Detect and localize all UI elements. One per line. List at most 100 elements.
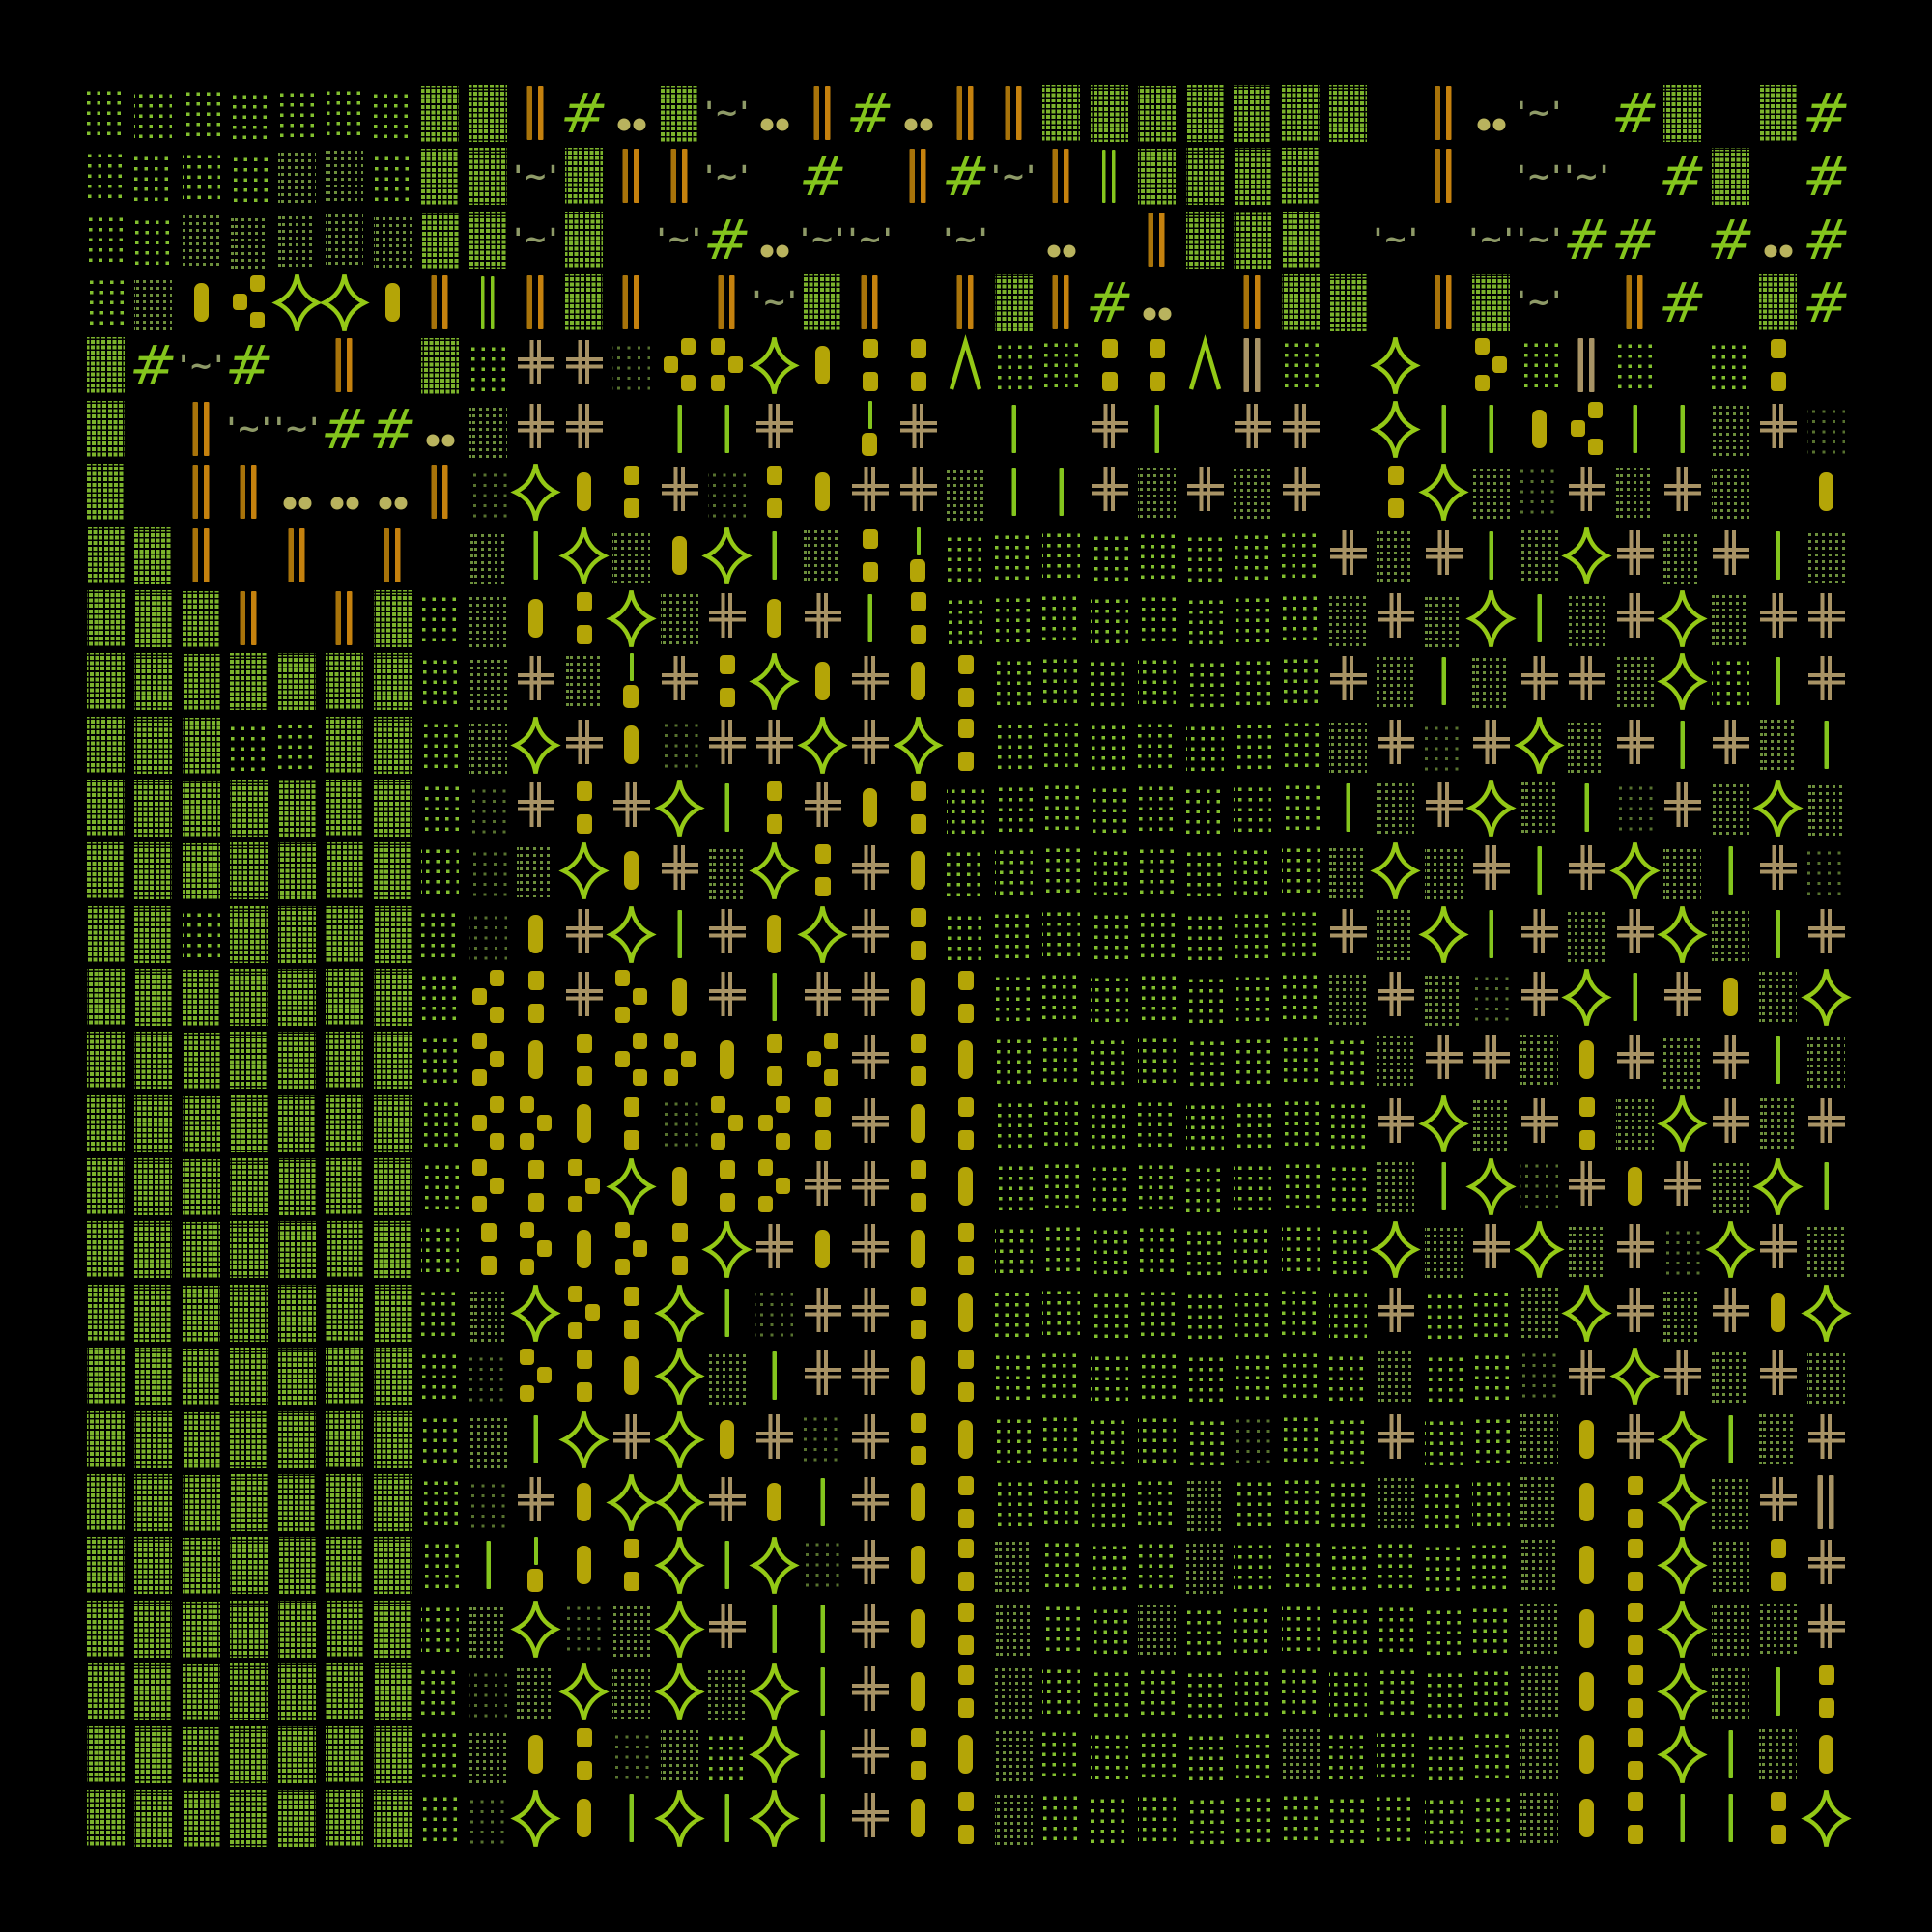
glyph-stipple-medium — [1563, 1218, 1610, 1281]
stipple-block — [1042, 1032, 1081, 1090]
stipple-block — [1328, 1537, 1367, 1595]
glyph-stipple-sparse-bright — [990, 334, 1037, 397]
hash-glyph: # — [1702, 208, 1758, 272]
glyph-stipple-sparse-bright — [1181, 1029, 1229, 1092]
glyph-stipple-sparse-bright — [1420, 1282, 1467, 1345]
stipple-block — [326, 1410, 364, 1468]
glyph-yellow-pill — [608, 714, 655, 777]
stipple-block — [182, 1537, 220, 1595]
stipple-block — [230, 1221, 269, 1279]
glyph-stipple-sparse-bright — [1324, 1155, 1372, 1218]
stipple-block — [134, 148, 173, 206]
glyph-stipple-sparse-bright — [1086, 1029, 1133, 1092]
glyph-stipple-dense — [82, 525, 129, 587]
stipple-block — [1472, 1537, 1511, 1595]
glyph-stipple-sparse-bright — [416, 1029, 464, 1092]
glyph-stipple-dense — [369, 1408, 416, 1471]
stipple-block — [1424, 1726, 1463, 1784]
glyph-stipple-dense — [321, 1598, 368, 1661]
glyph-stipple-medium — [1516, 1661, 1563, 1723]
stipple-block — [1090, 1284, 1128, 1342]
glyph-double-cross-tan — [1659, 777, 1706, 839]
stipple-block — [1234, 1473, 1272, 1531]
stipple-block — [421, 1600, 460, 1658]
glyph-stipple-sparse-bright — [1467, 1598, 1515, 1661]
glyph-bar-green — [703, 1787, 751, 1850]
stipple-block — [277, 1094, 316, 1152]
glyph-double-cross-tan — [1707, 525, 1754, 587]
stipple-block — [469, 589, 507, 647]
stipple-block — [1090, 1094, 1128, 1152]
glyph-stipple-sparse-bright — [416, 1723, 464, 1786]
glyph-double-cross-tan — [1372, 1093, 1419, 1155]
glyph-stipple-medium — [1803, 1029, 1850, 1092]
glyph-yellow-pill — [942, 1723, 989, 1786]
glyph-stipple-sparse-bright — [178, 903, 225, 966]
stipple-block — [230, 1537, 269, 1595]
tilde-glyph: '~' — [1517, 222, 1562, 257]
glyph-stipple-sparse-bright — [1229, 1218, 1276, 1281]
glyph-double-cross-tan — [846, 966, 894, 1029]
glyph-stipple-sparse-bright — [1277, 714, 1324, 777]
stipple-block — [1090, 526, 1128, 584]
stipple-block — [1138, 1221, 1177, 1279]
glyph-stipple-sparse-bright — [1133, 1093, 1180, 1155]
stipple-block — [1138, 464, 1177, 522]
glyph-stipple-sparse-bright — [1277, 839, 1324, 902]
glyph-stipple-sparse-bright — [1037, 1661, 1085, 1723]
stipple-block — [1663, 1221, 1702, 1279]
stipple-block — [1185, 1094, 1224, 1152]
glyph-sparkle — [749, 1534, 801, 1597]
stipple-block — [1281, 85, 1320, 142]
glyph-sparkle — [749, 839, 801, 902]
glyph-stipple-medium — [799, 525, 846, 587]
glyph-stipple-dense — [225, 966, 272, 1029]
glyph-stipple-sparse-bright — [1133, 903, 1180, 966]
glyph-stipple-dense — [465, 209, 512, 271]
stipple-block — [373, 1473, 412, 1531]
glyph-stipple-dense — [273, 1345, 321, 1407]
glyph-stipple-sparse-bright — [1229, 1787, 1276, 1850]
glyph-double-cross-tan — [1803, 587, 1850, 650]
glyph-stipple-dense — [273, 1723, 321, 1786]
glyph-bar-green — [990, 461, 1037, 524]
glyph-sparkle — [606, 1471, 657, 1534]
stipple-block — [1042, 1537, 1081, 1595]
glyph-double-cross-tan — [1467, 1029, 1515, 1092]
glyph-yellow-pill — [895, 1218, 942, 1281]
glyph-yellow-squares — [895, 777, 942, 839]
glyph-double-bar-orange — [1037, 145, 1085, 208]
glyph-stipple-sparse-bright — [82, 82, 129, 145]
stipple-block — [182, 85, 220, 142]
glyph-stipple-medium — [1611, 1093, 1659, 1155]
glyph-yellow-checker — [512, 1345, 559, 1407]
glyph-yellow-checker — [656, 334, 703, 397]
glyph-stipple-dense — [369, 1029, 416, 1092]
stipple-block — [230, 779, 269, 837]
stipple-block — [373, 842, 412, 900]
glyph-stipple-sparse-bright — [129, 145, 177, 208]
glyph-bar-green — [1516, 587, 1563, 650]
stipple-block — [1281, 211, 1320, 269]
glyph-stipple-medium — [1420, 1218, 1467, 1281]
glyph-yellow-checker — [608, 1218, 655, 1281]
glyph-stipple-dense — [273, 1093, 321, 1155]
glyph-stipple-sparse-bright — [369, 145, 416, 208]
glyph-stipple-dense — [129, 714, 177, 777]
stipple-block — [373, 653, 412, 711]
glyph-stipple-sparse-dim — [465, 1661, 512, 1723]
glyph-stipple-medium — [1372, 525, 1419, 587]
glyph-stipple-dense — [1707, 145, 1754, 208]
glyph-stipple-medium — [1516, 1471, 1563, 1534]
glyph-yellow-squares — [895, 1408, 942, 1471]
glyph-stipple-sparse-bright — [1133, 1723, 1180, 1786]
stipple-block — [373, 1600, 412, 1658]
glyph-stipple-dense — [321, 1282, 368, 1345]
glyph-stipple-dense — [1229, 209, 1276, 271]
glyph-stipple-dense — [369, 650, 416, 713]
glyph-stipple-sparse-bright — [416, 650, 464, 713]
stipple-block — [1042, 1158, 1081, 1216]
glyph-stipple-sparse-bright — [1086, 1155, 1133, 1218]
glyph-yellow-squares — [656, 1218, 703, 1281]
stipple-block — [277, 85, 316, 142]
